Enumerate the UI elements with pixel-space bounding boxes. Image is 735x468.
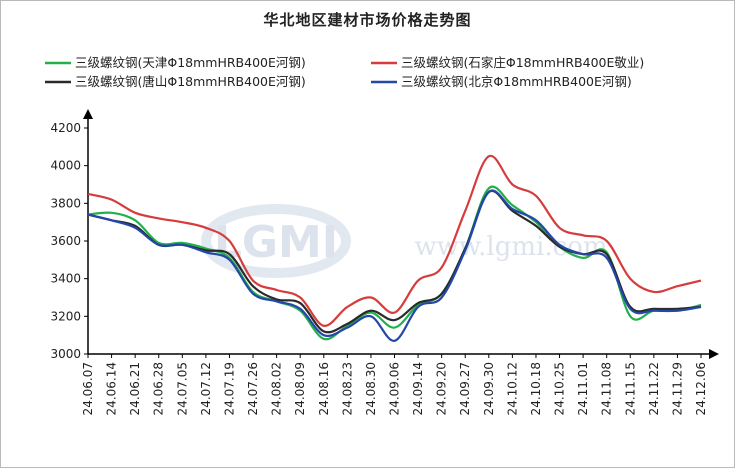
x-tick-label: 24.08.16 [317,362,331,415]
x-tick-label: 24.12.06 [694,362,708,415]
x-tick-label: 24.07.19 [222,362,236,415]
x-tick-label: 24.11.22 [647,362,661,415]
x-tick-label: 24.11.29 [670,362,684,415]
y-tick-label: 3600 [50,234,81,248]
x-tick-label: 24.11.15 [623,362,637,415]
legend-label: 三级螺纹钢(石家庄Φ18mmHRB400E敬业) [401,55,644,70]
x-tick-label: 24.09.06 [388,362,402,415]
y-axis-arrow [83,109,93,119]
x-tick-label: 24.06.21 [128,362,142,415]
y-tick-label: 4000 [50,159,81,173]
series-lines [87,154,702,342]
x-tick-label: 24.11.08 [600,362,614,415]
axes [83,109,719,359]
x-tick-label: 24.10.18 [529,362,543,415]
x-tick-label: 24.08.09 [293,362,307,415]
x-tick-labels: 24.06.07 24.06.14 24.06.21 24.06.28 24.07.05… [81,354,708,415]
x-tick-label: 24.08.02 [270,362,284,415]
x-tick-label: 24.09.14 [411,362,425,415]
x-tick-label: 24.09.30 [482,362,496,415]
legend-label: 三级螺纹钢(唐山Φ18mmHRB400E河钢) [75,74,306,89]
watermark-logo-ring [201,204,351,278]
x-tick-label: 24.09.20 [435,362,449,415]
legend-label: 三级螺纹钢(北京Φ18mmHRB400E河钢) [401,74,632,89]
legend: 三级螺纹钢(天津Φ18mmHRB400E河钢) 三级螺纹钢(石家庄Φ18mmHRB… [45,55,644,89]
x-tick-label: 24.10.12 [505,362,519,415]
y-tick-labels: 3000 3200 3400 3600 3800 4000 4200 [50,121,88,361]
legend-label: 三级螺纹钢(天津Φ18mmHRB400E河钢) [75,55,306,70]
y-tick-label: 4200 [50,121,81,135]
y-tick-label: 3400 [50,272,81,286]
x-tick-label: 24.09.27 [458,362,472,415]
series-line-1 [87,185,702,341]
x-tick-label: 24.11.01 [576,362,590,415]
x-tick-label: 24.07.12 [199,362,213,415]
y-tick-label: 3800 [50,196,81,210]
watermark: LGMI www.lgmi.com [201,204,608,278]
series-line-4 [87,189,702,342]
y-tick-label: 3000 [50,347,81,361]
y-tick-label: 3200 [50,309,81,323]
series-line-2 [87,154,702,327]
x-tick-label: 24.06.14 [105,362,119,415]
chart-title: 华北地区建材市场价格走势图 [263,11,472,29]
x-tick-label: 24.10.25 [553,362,567,415]
x-tick-label: 24.06.07 [81,362,95,415]
x-tick-label: 24.07.05 [175,362,189,415]
x-axis-arrow [709,349,719,359]
x-tick-label: 24.07.26 [246,362,260,415]
x-tick-label: 24.06.28 [152,362,166,415]
x-tick-label: 24.08.23 [340,362,354,415]
x-tick-label: 24.08.30 [364,362,378,415]
